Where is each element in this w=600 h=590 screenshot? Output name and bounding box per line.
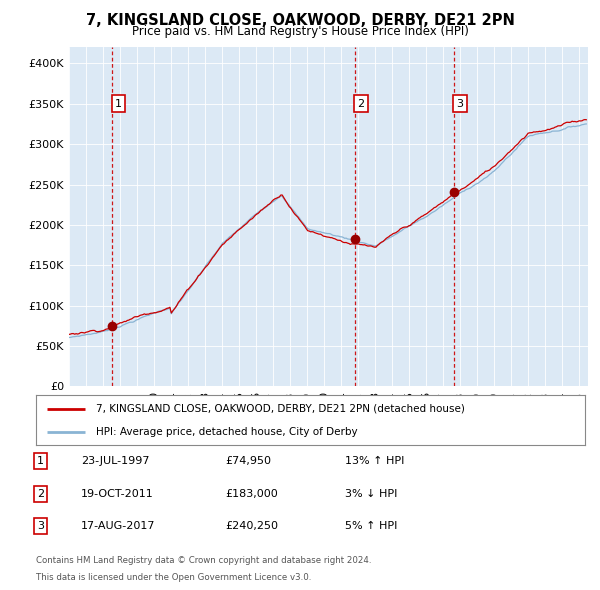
Text: HPI: Average price, detached house, City of Derby: HPI: Average price, detached house, City… xyxy=(97,427,358,437)
Text: 17-AUG-2017: 17-AUG-2017 xyxy=(81,522,155,531)
Text: 3% ↓ HPI: 3% ↓ HPI xyxy=(345,489,397,499)
Text: 23-JUL-1997: 23-JUL-1997 xyxy=(81,457,149,466)
Text: £183,000: £183,000 xyxy=(225,489,278,499)
Text: This data is licensed under the Open Government Licence v3.0.: This data is licensed under the Open Gov… xyxy=(36,573,311,582)
Text: 1: 1 xyxy=(115,99,122,109)
Text: 5% ↑ HPI: 5% ↑ HPI xyxy=(345,522,397,531)
Text: Contains HM Land Registry data © Crown copyright and database right 2024.: Contains HM Land Registry data © Crown c… xyxy=(36,556,371,565)
Text: 1: 1 xyxy=(37,457,44,466)
Text: 7, KINGSLAND CLOSE, OAKWOOD, DERBY, DE21 2PN: 7, KINGSLAND CLOSE, OAKWOOD, DERBY, DE21… xyxy=(86,13,514,28)
Text: 3: 3 xyxy=(457,99,464,109)
Text: 7, KINGSLAND CLOSE, OAKWOOD, DERBY, DE21 2PN (detached house): 7, KINGSLAND CLOSE, OAKWOOD, DERBY, DE21… xyxy=(97,404,465,414)
Text: Price paid vs. HM Land Registry's House Price Index (HPI): Price paid vs. HM Land Registry's House … xyxy=(131,25,469,38)
Text: 2: 2 xyxy=(358,99,365,109)
Text: 2: 2 xyxy=(37,489,44,499)
Text: 3: 3 xyxy=(37,522,44,531)
Text: £74,950: £74,950 xyxy=(225,457,271,466)
Text: 19-OCT-2011: 19-OCT-2011 xyxy=(81,489,154,499)
Text: £240,250: £240,250 xyxy=(225,522,278,531)
Text: 13% ↑ HPI: 13% ↑ HPI xyxy=(345,457,404,466)
